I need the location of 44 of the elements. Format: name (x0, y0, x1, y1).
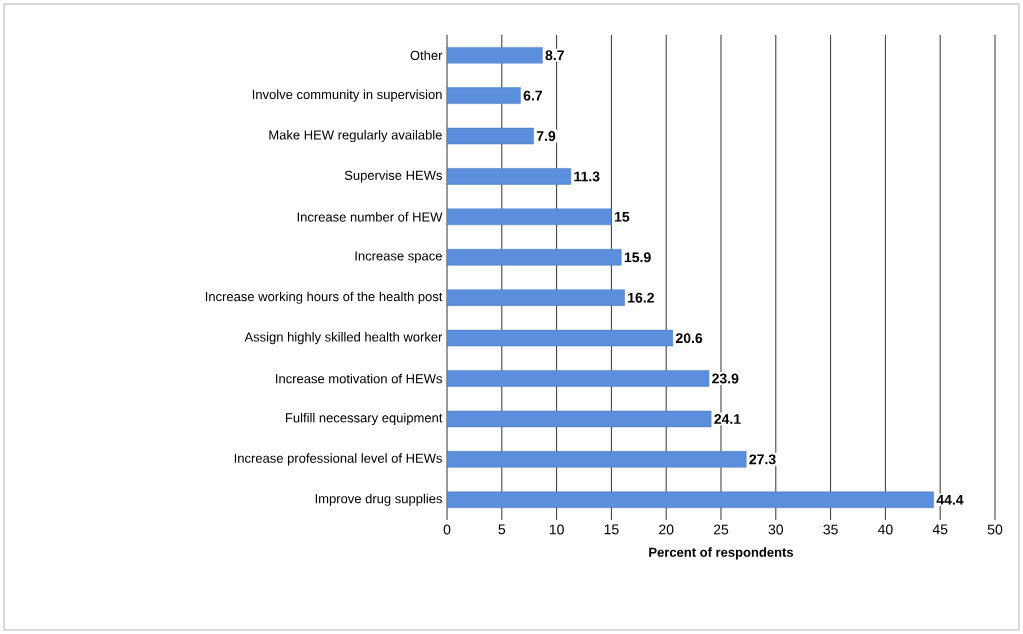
bar (447, 370, 710, 387)
x-tick-label: 5 (498, 524, 506, 535)
y-tick-label: Increase professional level of HEWs (234, 453, 442, 466)
x-tick-label: 20 (659, 524, 674, 535)
x-axis-title: Percent of respondents (649, 547, 794, 560)
data-label: 15 (614, 211, 630, 222)
data-label: 23.9 (712, 373, 739, 384)
y-tick-label: Involve community in supervision (252, 89, 442, 102)
x-tick-label: 0 (443, 524, 451, 535)
data-label: 6.7 (523, 90, 542, 101)
x-tick-label: 40 (877, 524, 893, 535)
x-tick-label: 25 (713, 524, 729, 535)
y-tick-label: Fulfill necessary equipment (286, 412, 443, 425)
data-label: 15.9 (624, 252, 651, 263)
y-tick-label: Assign highly skilled health worker (244, 332, 443, 345)
y-tick-label: Increase space (355, 251, 442, 264)
y-tick-label: Other (410, 50, 443, 60)
data-label: 20.6 (675, 333, 703, 344)
bar (447, 168, 572, 185)
bar (447, 87, 521, 104)
y-tick-label: Increase working hours of the health post (205, 291, 443, 304)
data-label: 44.4 (936, 494, 964, 505)
data-label: 8.7 (545, 50, 564, 61)
y-tick-label: Increase number of HEW (297, 212, 443, 222)
bar (447, 289, 625, 306)
bar (447, 249, 622, 266)
y-tick-label: Improve drug supplies (315, 493, 442, 506)
bar (447, 47, 543, 64)
y-tick-label: Supervise HEWs (344, 170, 442, 183)
bar (447, 491, 934, 508)
x-tick-label: 50 (987, 524, 1003, 535)
data-label: 7.9 (536, 131, 556, 141)
y-tick-label: Make HEW regularly available (269, 129, 442, 143)
data-label: 24.1 (714, 414, 741, 424)
x-tick-label: 35 (823, 524, 838, 535)
x-tick-label: 30 (768, 524, 784, 535)
bar (447, 451, 747, 468)
data-label: 16.2 (628, 292, 654, 303)
data-label: 11.3 (574, 171, 600, 182)
x-tick-label: 15 (604, 524, 619, 535)
data-label: 27.3 (749, 454, 776, 465)
x-tick-label: 10 (549, 524, 564, 535)
x-tick-label: 45 (932, 524, 948, 535)
y-tick-label: Increase motivation of HEWs (276, 373, 442, 384)
